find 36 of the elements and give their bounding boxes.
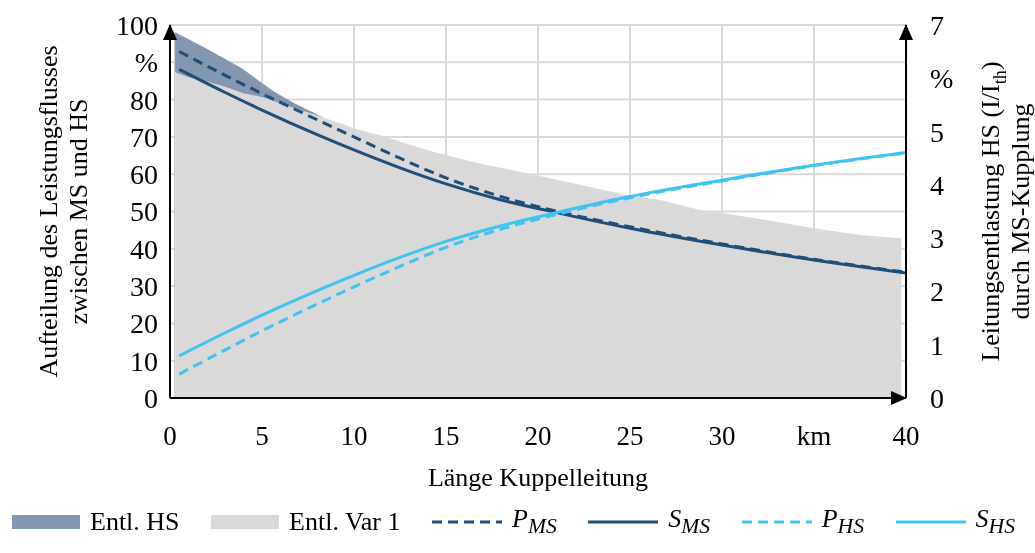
x-tick-label: 40 — [892, 421, 920, 452]
y-tick-label: 50 — [130, 196, 158, 228]
x-tick-label: 0 — [163, 421, 177, 452]
y2-tick-label: 3 — [930, 223, 944, 255]
x-tick-label: 30 — [708, 421, 736, 452]
y-tick-label: 10 — [130, 345, 158, 377]
y2-tick-label: 4 — [930, 169, 944, 201]
y2-tick-label: 5 — [930, 116, 944, 148]
y2-tick-label: 2 — [930, 276, 944, 308]
y2-tick-label: 7 — [930, 9, 944, 41]
x-axis-title: Länge Kuppelleitung — [427, 462, 649, 492]
y-tick-label: % — [134, 47, 158, 79]
y-tick-label: 40 — [130, 233, 158, 265]
x-tick-label: 20 — [524, 421, 552, 452]
x-tick-label: 10 — [340, 421, 368, 452]
legend-label: S$_{MS}$ — [668, 503, 711, 540]
y-axis-title: Aufteilung des Leistungsflusses zwischen MS und HS — [33, 45, 93, 378]
y-tick-label: 80 — [130, 84, 158, 116]
x-tick-label: 5 — [255, 421, 269, 452]
legend-label: Entl. HS — [90, 506, 180, 537]
legend-label: P$_{HS}$ — [821, 503, 865, 540]
legend-label: S$_{HS}$ — [975, 503, 1015, 540]
y-tick-label: 0 — [144, 382, 158, 414]
y-tick-label: 70 — [130, 121, 158, 153]
y-tick-label: 30 — [130, 271, 158, 303]
y2-tick-label: 0 — [930, 382, 944, 414]
x-tick-label: km — [796, 421, 832, 452]
y-tick-label: 100 — [116, 9, 158, 41]
y2-tick-label: % — [930, 63, 954, 95]
y-tick-label: 20 — [130, 308, 158, 340]
y2-tick-label: 1 — [930, 329, 944, 361]
x-tick-label: 15 — [432, 421, 460, 452]
y-tick-label: 60 — [130, 159, 158, 191]
x-tick-label: 25 — [616, 421, 644, 452]
legend-label: Entl. Var 1 — [289, 506, 401, 537]
legend-label: P$_{MS}$ — [512, 503, 557, 540]
